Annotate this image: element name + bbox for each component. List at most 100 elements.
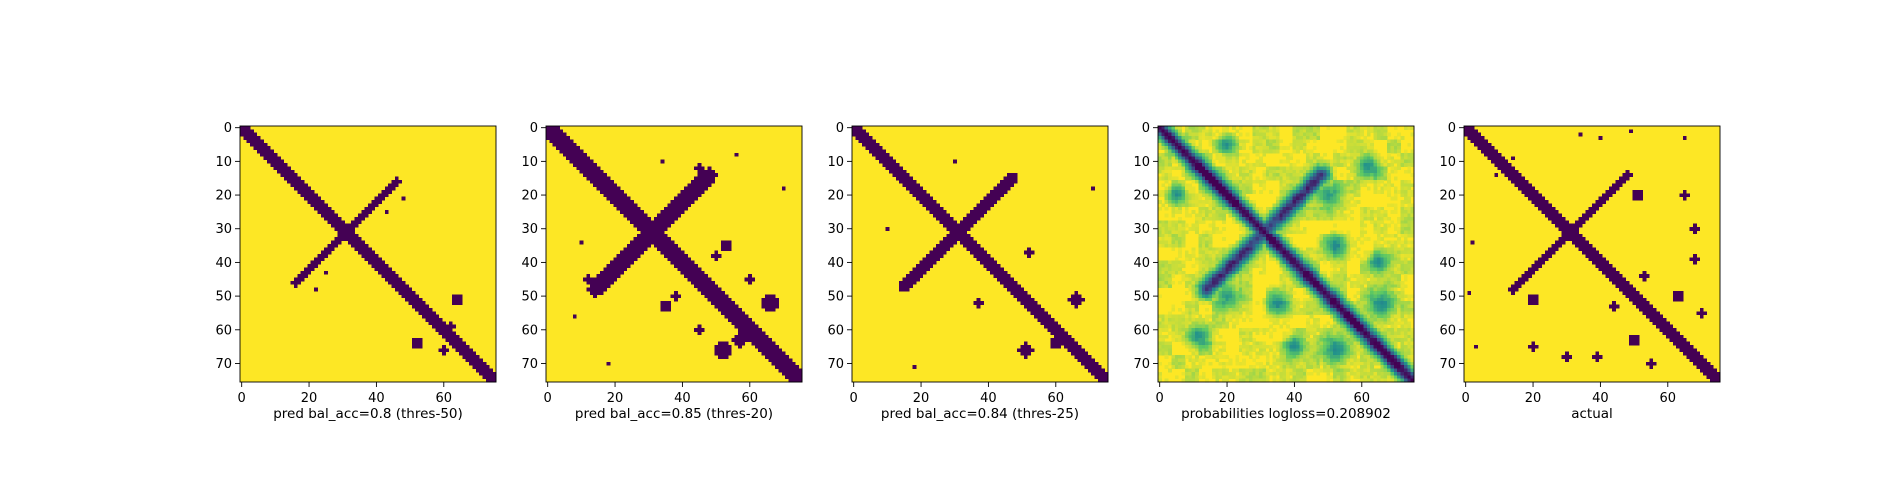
heatmap-cell	[606, 196, 611, 201]
heatmap-cell	[1198, 254, 1203, 258]
heatmap-cell	[1380, 206, 1385, 211]
heatmap-cell	[1353, 149, 1358, 154]
heatmap-cell	[983, 257, 988, 262]
heatmap-cell	[1158, 230, 1162, 235]
heatmap-cell	[1191, 227, 1196, 231]
heatmap-cell	[596, 166, 601, 171]
heatmap-cell	[572, 142, 577, 147]
heatmap-cell	[959, 220, 964, 225]
heatmap-cell	[1235, 257, 1240, 262]
heatmap-cell	[1003, 284, 1008, 289]
heatmap-cell	[1201, 149, 1206, 154]
heatmap-cell	[778, 348, 783, 353]
heatmap-cell	[1393, 126, 1398, 130]
heatmap-cell	[1400, 183, 1405, 188]
heatmap-cell	[1184, 173, 1189, 177]
heatmap-cell	[1279, 257, 1284, 262]
heatmap-cell	[1178, 206, 1182, 211]
heatmap-cell	[942, 243, 947, 248]
heatmap-cell	[1299, 132, 1304, 137]
heatmap-cell	[1211, 193, 1216, 198]
heatmap-cell	[1218, 257, 1223, 262]
heatmap-cell	[394, 179, 399, 184]
heatmap-cell	[1393, 250, 1398, 255]
heatmap-cell	[1222, 280, 1226, 285]
heatmap-cell	[1201, 200, 1206, 204]
heatmap-cell	[1003, 274, 1008, 278]
heatmap-cell	[1343, 200, 1348, 204]
heatmap-cell	[1397, 264, 1401, 268]
heatmap-cell	[1218, 183, 1223, 188]
heatmap-cell	[946, 213, 951, 218]
x-axis-label: pred bal_acc=0.84 (thres-25)	[881, 406, 1079, 422]
heatmap-cell	[1356, 280, 1361, 285]
heatmap-cell	[1191, 294, 1196, 299]
heatmap-cell	[1010, 291, 1015, 295]
heatmap-cell	[469, 355, 473, 359]
heatmap-cell	[1366, 213, 1371, 218]
heatmap-cell	[663, 216, 668, 221]
heatmap-cell	[1269, 257, 1273, 262]
heatmap-cell	[990, 257, 994, 262]
heatmap-cell	[1181, 179, 1186, 184]
heatmap-cell	[1350, 301, 1354, 305]
heatmap-cell	[667, 206, 672, 211]
heatmap-cell	[1188, 284, 1193, 289]
heatmap-cell	[1282, 237, 1287, 241]
heatmap-cell	[1174, 152, 1179, 157]
heatmap-cell	[1319, 280, 1324, 285]
heatmap-cell	[310, 193, 315, 198]
heatmap-cell	[1306, 196, 1310, 201]
heatmap-cell	[657, 220, 661, 225]
heatmap-cell	[690, 200, 695, 204]
heatmap-cell	[1225, 183, 1230, 188]
heatmap-cell	[1070, 341, 1075, 346]
heatmap-cell	[1003, 179, 1008, 184]
x-tick-label: 60	[1048, 391, 1065, 406]
heatmap-cell	[905, 284, 910, 289]
heatmap-cell	[963, 216, 967, 221]
heatmap-cell	[1366, 257, 1371, 262]
heatmap-cell	[606, 183, 611, 188]
heatmap-cell	[1262, 126, 1267, 130]
heatmap-cell	[273, 156, 278, 161]
heatmap-cell	[674, 257, 678, 262]
heatmap-cell	[1047, 321, 1052, 326]
heatmap-cell	[781, 358, 786, 363]
heatmap-cell	[1013, 176, 1018, 181]
heatmap-cell	[785, 371, 789, 376]
heatmap-cell	[606, 193, 611, 198]
heatmap-cell	[384, 274, 389, 278]
heatmap-cell	[687, 183, 692, 188]
heatmap-cell	[704, 176, 709, 181]
heatmap-cell	[1171, 220, 1176, 225]
heatmap-cell	[1195, 291, 1199, 295]
heatmap-cell	[858, 132, 863, 137]
heatmap-cell	[674, 210, 678, 214]
heatmap-cell	[996, 270, 1001, 275]
heatmap-cell	[583, 156, 587, 161]
heatmap-cell	[1208, 223, 1213, 228]
heatmap-cell	[1316, 159, 1321, 164]
heatmap-cell	[1397, 190, 1401, 194]
heatmap-cell	[1178, 216, 1182, 221]
heatmap-cell	[1191, 247, 1196, 252]
heatmap-cell	[1289, 213, 1294, 218]
heatmap-cell	[643, 243, 648, 248]
heatmap-cell	[1373, 220, 1378, 225]
heatmap-cell	[1292, 250, 1297, 255]
heatmap-cell	[1252, 169, 1257, 174]
heatmap-cell	[1326, 213, 1331, 218]
heatmap-cell	[1272, 233, 1277, 238]
heatmap-cell	[1242, 240, 1246, 245]
heatmap-cell	[1319, 257, 1324, 262]
heatmap-cell	[1184, 163, 1189, 167]
heatmap-cell	[1363, 149, 1368, 154]
y-tick-label: 70	[521, 357, 538, 372]
heatmap-cell	[337, 240, 342, 245]
heatmap-cell	[1302, 142, 1307, 147]
heatmap-cell	[613, 267, 618, 272]
heatmap-cell	[603, 287, 608, 292]
heatmap-cell	[633, 254, 638, 258]
heatmap-cell	[616, 267, 621, 272]
